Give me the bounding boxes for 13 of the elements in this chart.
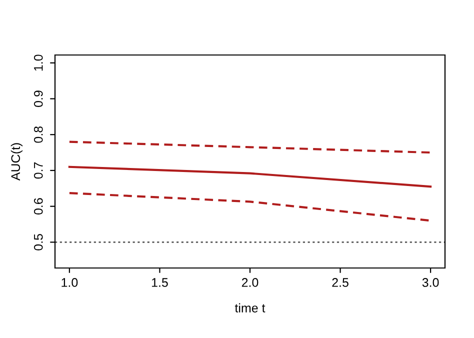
y-tick-label: 0.5 — [34, 234, 43, 250]
x-tick-label: 3.0 — [422, 278, 439, 287]
x-tick-label: 1.0 — [62, 278, 78, 287]
y-tick-label: 0.9 — [34, 90, 43, 107]
y-tick-label: 0.7 — [34, 162, 43, 179]
x-tick-label: 2.0 — [242, 278, 258, 287]
y-tick-label: 0.6 — [34, 198, 43, 215]
x-tick-label: 1.5 — [152, 278, 168, 287]
y-tick-label: 1.0 — [34, 54, 43, 71]
y-tick-label: 0.8 — [34, 126, 43, 143]
x-axis-title: time t — [234, 303, 266, 312]
x-tick-label: 2.5 — [332, 278, 348, 287]
y-axis-title: AUC(t) — [10, 143, 23, 181]
